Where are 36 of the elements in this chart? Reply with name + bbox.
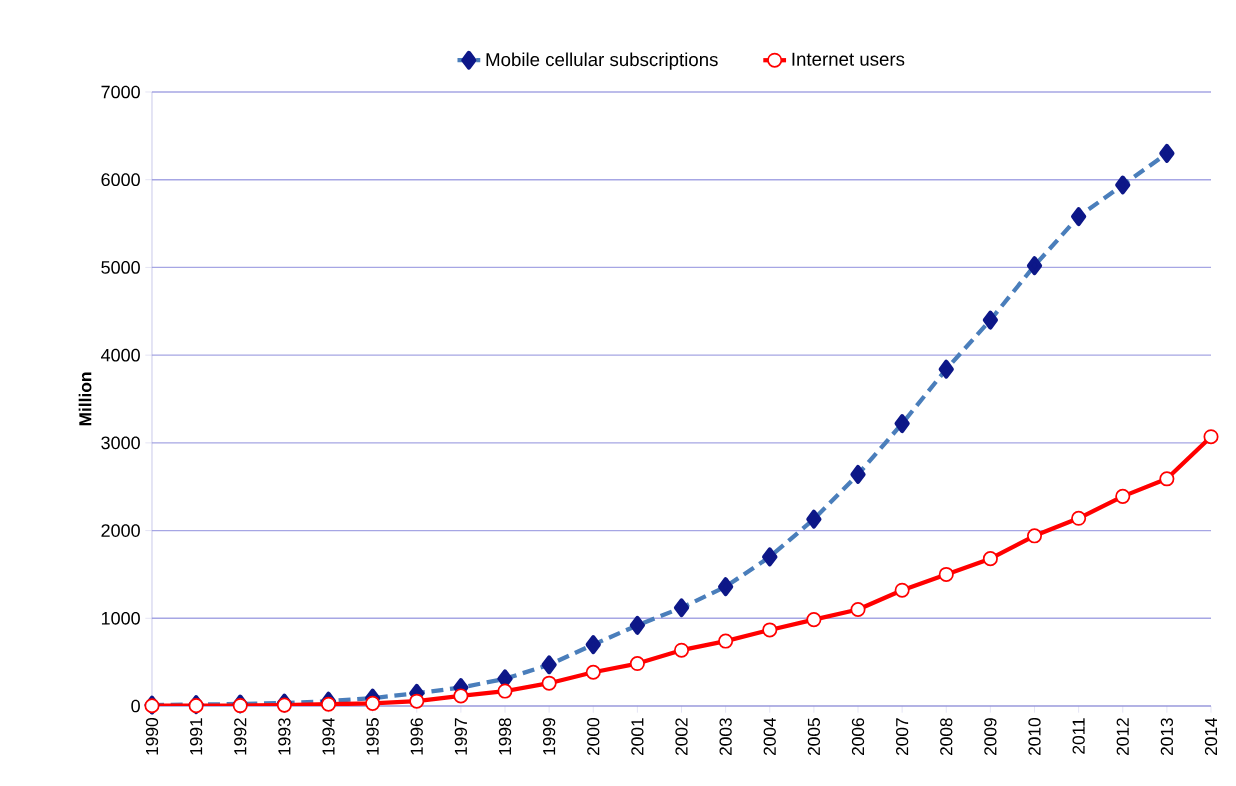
x-tick-label: 2004 <box>763 717 776 756</box>
x-tick-label: 1990 <box>145 718 159 755</box>
x-tick-label: 2014 <box>1204 717 1218 756</box>
x-tick-label: 2005 <box>807 718 821 756</box>
x-tick-label: 2003 <box>719 718 732 756</box>
y-tick-label: 5000 <box>101 261 140 274</box>
y-axis-title: Million <box>78 372 92 426</box>
x-tick-label: 1996 <box>410 718 423 755</box>
x-tick-label: 1999 <box>542 718 556 755</box>
x-tick-label: 2001 <box>631 718 644 756</box>
x-tick-label: 2009 <box>984 718 997 756</box>
x-tick-label: 2008 <box>940 718 953 756</box>
x-tick-label: 2002 <box>675 718 688 756</box>
x-tick-label: 1994 <box>322 717 335 755</box>
x-tick-label: 2013 <box>1160 718 1174 756</box>
legend-label: Mobile cellular subscriptions <box>486 52 718 70</box>
y-tick-label: 1000 <box>101 611 140 625</box>
x-tick-label: 2007 <box>895 718 909 756</box>
x-tick-label: 2012 <box>1116 718 1129 756</box>
y-tick-label: 6000 <box>101 173 140 187</box>
x-tick-label: 2011 <box>1072 718 1085 754</box>
x-tick-label: 2000 <box>587 718 600 756</box>
x-tick-label: 1993 <box>278 718 291 755</box>
x-tick-label: 1991 <box>189 718 203 755</box>
x-tick-label: 1992 <box>234 718 247 755</box>
y-tick-label: 0 <box>131 699 140 713</box>
y-tick-label: 2000 <box>101 524 140 537</box>
x-tick-label: 1995 <box>366 718 379 755</box>
x-tick-label: 2010 <box>1028 718 1041 756</box>
x-tick-label: 1998 <box>498 718 512 755</box>
x-tick-label: 2006 <box>851 718 865 756</box>
legend-label: Internet users <box>792 52 905 66</box>
y-tick-label: 3000 <box>101 436 140 450</box>
x-tick-label: 1997 <box>454 718 468 755</box>
y-tick-label: 4000 <box>101 348 140 362</box>
y-tick-label: 7000 <box>101 85 140 99</box>
